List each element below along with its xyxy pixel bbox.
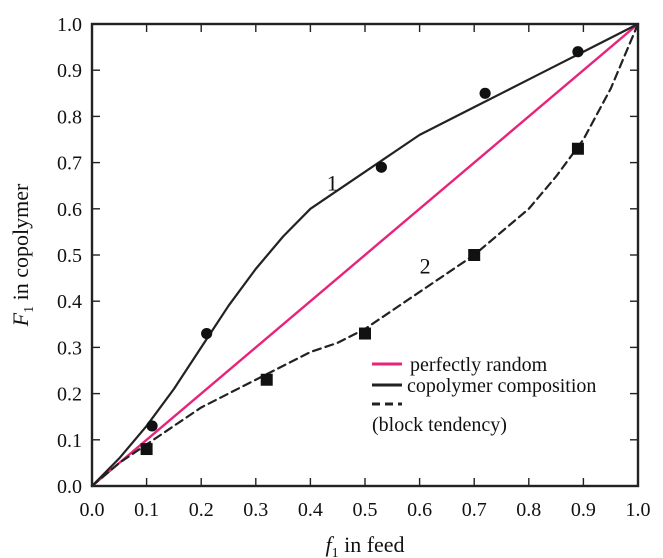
curve-2-point-4 [571, 142, 584, 155]
curve-2-point-2 [359, 327, 371, 340]
plot-area: 0.0 0.1 0.2 0.3 0.4 0.5 0.6 0.7 0.8 0.9 1.0 0.0 0.1 0… [57, 14, 651, 521]
y-tick-label-0: 0.0 [57, 476, 82, 498]
curve-1-point-2 [375, 161, 387, 173]
x-tick-label-8: 0.8 [516, 499, 541, 521]
y-tick-label-5: 0.5 [57, 245, 82, 267]
y-tick-label-9: 0.9 [57, 60, 82, 82]
x-tick-label-7: 0.7 [462, 499, 487, 521]
curve-1-point-3 [479, 87, 491, 99]
legend-label-2: (block tendency) [372, 414, 507, 436]
x-tick-label-1: 0.1 [134, 499, 159, 521]
x-tick-label-9: 0.9 [571, 499, 596, 521]
x-tick-label-6: 0.6 [407, 499, 432, 521]
y-tick-label-10: 1.0 [57, 14, 82, 36]
y-axis-label: F1 in copolymer [8, 183, 37, 327]
curve-1-point-1 [201, 327, 213, 340]
series-line-perfectly-random [90, 22, 640, 488]
x-tick-label-4: 0.4 [298, 499, 323, 521]
curve-1-point-0 [146, 420, 158, 432]
curve-2-point-3 [468, 249, 481, 261]
legend-label-0: perfectly random [410, 354, 548, 376]
series-line-1 [90, 22, 640, 488]
x-tick-label-0: 0.0 [80, 499, 105, 521]
curve-1-point-4 [572, 46, 584, 58]
curve-1-label: 1 [327, 170, 338, 195]
y-tick-label-4: 0.4 [57, 291, 82, 313]
legend-label-1: copolymer composition [407, 375, 596, 397]
curve-2-label: 2 [420, 253, 431, 278]
y-tick-label-2: 0.2 [57, 384, 82, 406]
y-tick-label-6: 0.6 [57, 199, 82, 221]
curve-2-point-0 [140, 443, 153, 456]
curve-2-point-1 [260, 373, 273, 386]
y-tick-label-3: 0.3 [57, 337, 82, 359]
x-axis-label: f1 in feed [325, 532, 404, 558]
y-tick-label-8: 0.8 [57, 106, 82, 128]
y-tick-label-7: 0.7 [57, 153, 82, 175]
x-tick-label-5: 0.5 [353, 499, 378, 521]
x-tick-label-10: 1.0 [626, 499, 651, 521]
x-tick-label-3: 0.3 [243, 499, 268, 521]
y-tick-label-1: 0.1 [57, 430, 82, 452]
x-tick-label-2: 0.2 [189, 499, 214, 521]
